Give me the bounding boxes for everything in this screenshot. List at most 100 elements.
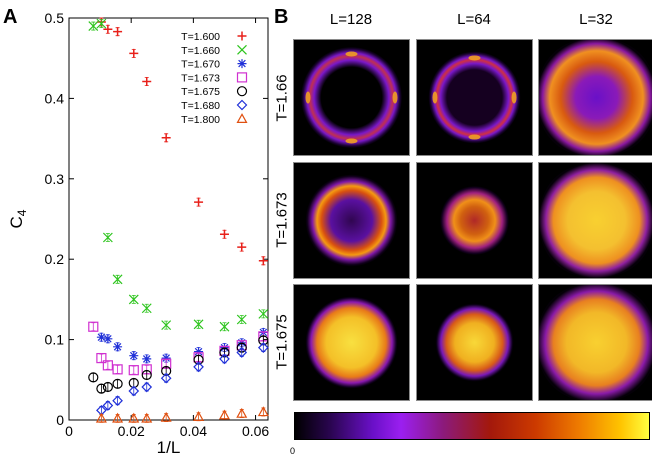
data-point-triangle	[193, 411, 205, 421]
density-map-image	[539, 285, 652, 400]
legend-label: T=1.600	[181, 31, 220, 43]
y-tick-label: 0	[56, 412, 64, 428]
data-point-triangle	[218, 409, 230, 420]
density-map-t1675-l64	[416, 284, 533, 401]
legend-label: T=1.660	[181, 45, 220, 57]
data-point-square	[102, 360, 113, 371]
error-bar	[91, 322, 96, 332]
legend-label: T=1.675	[181, 86, 220, 98]
data-point-cross	[88, 21, 99, 31]
y-tick-label: 0.3	[45, 171, 65, 187]
data-point-plus	[219, 229, 229, 239]
panel-b-letter: B	[274, 6, 289, 28]
data-point-diamond	[141, 381, 153, 393]
data-point-plus	[103, 24, 113, 34]
legend-label: T=1.673	[181, 72, 220, 84]
density-map-t1675-l128	[293, 284, 410, 401]
density-map-image	[539, 40, 652, 155]
legend-label: T=1.680	[181, 100, 220, 112]
data-point-square	[128, 365, 139, 376]
y-tick-label: 0.5	[45, 10, 65, 26]
data-point-diamond	[128, 385, 140, 397]
column-label-l128: L=128	[329, 11, 373, 28]
data-point-plus	[161, 133, 171, 143]
column-label-l64: L=64	[457, 11, 491, 28]
density-map-image	[294, 40, 409, 155]
data-point-plus	[113, 27, 123, 37]
data-point-cross	[193, 319, 204, 330]
colorbar-min-label: 0	[290, 446, 296, 456]
data-point-cross	[102, 232, 113, 243]
data-point-square	[112, 364, 123, 375]
legend-marker-diamond	[236, 99, 248, 111]
data-point-star	[161, 353, 171, 363]
data-point-triangle	[95, 412, 107, 423]
y-tick-label: 0.2	[45, 251, 65, 267]
data-point-diamond	[112, 395, 123, 407]
density-map-image	[539, 163, 652, 278]
data-point-circle	[102, 381, 113, 393]
error-bar	[115, 364, 120, 374]
error-bar	[105, 382, 110, 392]
legend-marker-star	[237, 59, 247, 69]
data-point-cross	[219, 321, 230, 332]
column-label-l32: L=32	[579, 11, 613, 28]
density-map-t1673-l32	[538, 162, 652, 279]
data-point-diamond	[236, 347, 248, 358]
error-bar	[144, 370, 149, 380]
data-point-circle	[96, 383, 107, 394]
legend-marker-circle	[236, 86, 248, 97]
row-label-t1673: T=1.673	[273, 192, 291, 248]
plot-frame	[68, 17, 269, 421]
y-axis-label: C4	[7, 209, 29, 228]
data-point-circle	[112, 378, 123, 389]
density-map-image	[294, 163, 409, 278]
density-map-t1673-l128	[293, 162, 410, 279]
x-tick-label: 0.06	[242, 423, 269, 439]
data-point-plus	[237, 242, 247, 252]
data-point-cross	[96, 18, 107, 29]
data-point-plus	[142, 77, 152, 87]
data-point-cross	[236, 314, 247, 325]
data-point-triangle	[257, 406, 269, 417]
density-map-image	[417, 285, 532, 400]
data-point-star	[113, 342, 123, 352]
data-point-star	[142, 354, 152, 364]
error-bar	[131, 365, 136, 375]
data-point-triangle	[112, 412, 124, 423]
data-point-star	[129, 351, 139, 361]
legend-marker-plus	[237, 31, 247, 41]
colorbar	[294, 412, 650, 440]
data-point-plus	[258, 256, 268, 266]
data-point-diamond	[193, 361, 204, 373]
data-point-square	[96, 352, 107, 364]
error-bar	[115, 379, 120, 389]
data-point-diamond	[257, 342, 269, 353]
y-tick-label: 0.1	[45, 332, 65, 348]
row-label-t1675: T=1.675	[273, 314, 291, 370]
row-label-t166: T=1.66	[273, 74, 291, 122]
density-map-image	[294, 285, 409, 400]
data-point-star	[194, 347, 204, 357]
density-map-image	[417, 163, 532, 278]
data-point-triangle	[236, 407, 248, 418]
density-map-t166-l32	[538, 39, 652, 156]
error-bar	[91, 372, 96, 382]
data-point-cross	[141, 303, 152, 314]
data-point-triangle	[141, 412, 153, 423]
data-point-triangle	[160, 411, 172, 422]
x-tick-label: 0	[65, 423, 73, 439]
legend-label: T=1.670	[181, 59, 220, 71]
data-point-square	[88, 321, 99, 332]
data-point-triangle	[128, 412, 140, 423]
data-point-circle	[141, 369, 152, 381]
legend-label: T=1.800	[181, 114, 220, 126]
density-map-t1675-l32	[538, 284, 652, 401]
data-point-star	[103, 334, 113, 344]
x-axis-label: 1/L	[157, 438, 181, 457]
data-point-plus	[194, 197, 204, 207]
data-point-circle	[88, 372, 99, 383]
data-point-diamond	[102, 400, 114, 411]
legend-marker-triangle	[236, 113, 248, 123]
panel-a-letter: A	[3, 6, 18, 28]
